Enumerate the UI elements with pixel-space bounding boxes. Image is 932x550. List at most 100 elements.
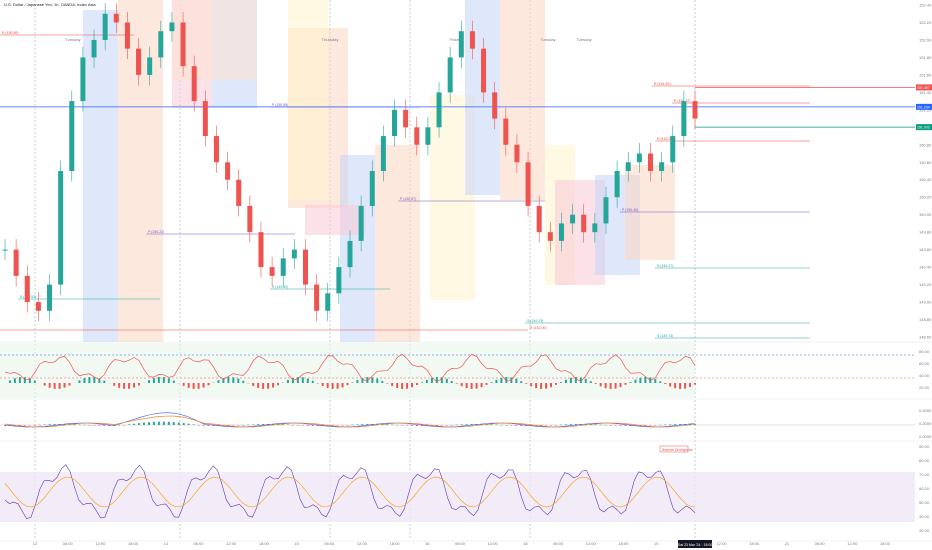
candle-body <box>147 57 153 75</box>
candle-body <box>280 258 286 276</box>
osc-bar <box>341 383 344 388</box>
osc-bar <box>614 383 617 389</box>
level-label: S (149.23) <box>527 319 543 323</box>
osc-bar <box>679 383 682 389</box>
macd-bar <box>455 424 458 426</box>
time-tick: 18:00 <box>880 541 891 546</box>
osc-bar <box>113 383 116 386</box>
osc-bar <box>252 383 255 386</box>
osc-bar <box>217 380 220 383</box>
candle-body <box>570 214 576 224</box>
macd-bar <box>644 425 647 426</box>
osc-bar <box>659 381 662 383</box>
macd-bar <box>187 423 190 425</box>
rsi-tick: 40.00 <box>919 514 930 519</box>
macd-bar <box>574 424 577 425</box>
macd-bar <box>296 425 299 426</box>
osc-bar <box>465 383 468 389</box>
price-tick: 151.40 <box>919 90 932 95</box>
rsi-tick: 30.00 <box>919 528 930 533</box>
osc-bar <box>257 383 260 388</box>
time-tick: 06:00 <box>63 541 74 546</box>
macd-bar <box>207 425 210 426</box>
macd-bar <box>192 424 195 425</box>
macd-tick: 0.2000 <box>919 421 932 426</box>
osc-bar <box>455 383 458 384</box>
osc-bar <box>237 378 240 383</box>
time-tick: 12:00 <box>226 541 237 546</box>
time-tick: 12:00 <box>586 541 597 546</box>
macd-bar <box>361 424 364 425</box>
macd-tick: 0.0000 <box>919 434 932 439</box>
rsi-ma-line <box>4 476 696 508</box>
candle-body <box>625 162 631 171</box>
osc-bar <box>689 383 692 388</box>
price-tick: 152.20 <box>919 20 932 25</box>
osc-bar <box>440 377 443 383</box>
osc-bar <box>262 383 265 389</box>
candle-body <box>213 136 219 163</box>
macd-bar <box>445 425 448 426</box>
candle-body <box>481 48 487 93</box>
candle-body <box>47 284 53 311</box>
osc-bar <box>28 378 31 383</box>
osc-bar <box>371 377 374 383</box>
candle-body <box>369 171 375 206</box>
osc-bar <box>207 383 210 386</box>
macd-bar <box>559 424 562 426</box>
candle-body <box>492 92 498 119</box>
osc-bar <box>619 383 622 388</box>
macd-bar <box>654 425 657 426</box>
candle-body <box>403 109 409 128</box>
macd-bar <box>406 425 409 426</box>
osc-bar <box>490 382 493 383</box>
candle-body <box>58 171 64 285</box>
osc-bar <box>33 380 36 383</box>
candle-body <box>202 101 208 137</box>
macd-bar <box>520 425 523 426</box>
osc-bar <box>63 383 66 388</box>
macd-bar <box>281 424 284 425</box>
macd-bar <box>356 424 359 425</box>
price-tick: 149.40 <box>919 265 932 270</box>
rsi-band <box>0 472 915 522</box>
macd-bar <box>510 425 513 426</box>
level-label: S (149.37) <box>657 264 673 268</box>
candle-body <box>169 22 175 32</box>
signal-line <box>4 415 696 428</box>
session-box <box>288 0 328 200</box>
candle-body <box>80 57 86 102</box>
osc-bar <box>525 383 528 384</box>
session-box <box>172 0 257 80</box>
osc-bar <box>624 383 627 385</box>
osc-bar <box>450 380 453 383</box>
time-tick: 06:00 <box>324 541 335 546</box>
osc-bar <box>386 383 389 384</box>
candle-body <box>258 232 264 268</box>
osc-bar <box>88 377 91 383</box>
macd-bar <box>346 424 349 426</box>
session-box <box>305 205 365 235</box>
osc-bar <box>520 381 523 383</box>
macd-bar <box>247 424 250 426</box>
osc-bar <box>366 377 369 383</box>
macd-bar <box>98 425 101 426</box>
candle-body <box>158 31 164 58</box>
level-label: R (151.09) <box>657 137 674 141</box>
macd-bar <box>157 421 160 425</box>
macd-bar <box>674 424 677 425</box>
time-tick: 12:00 <box>95 541 106 546</box>
time-tick: 06:00 <box>553 541 564 546</box>
price-tick: 150.40 <box>919 177 932 182</box>
osc-bar <box>579 377 582 383</box>
osc-bar <box>8 380 11 383</box>
macd-bar <box>28 425 31 426</box>
osc-bar <box>222 378 225 383</box>
price-tick: 149.80 <box>919 230 932 235</box>
candle-body <box>414 127 420 145</box>
macd-bar <box>416 425 419 426</box>
candle-body <box>291 249 297 259</box>
osc-bar <box>530 383 533 387</box>
level-label: R (150.59) <box>2 31 19 35</box>
